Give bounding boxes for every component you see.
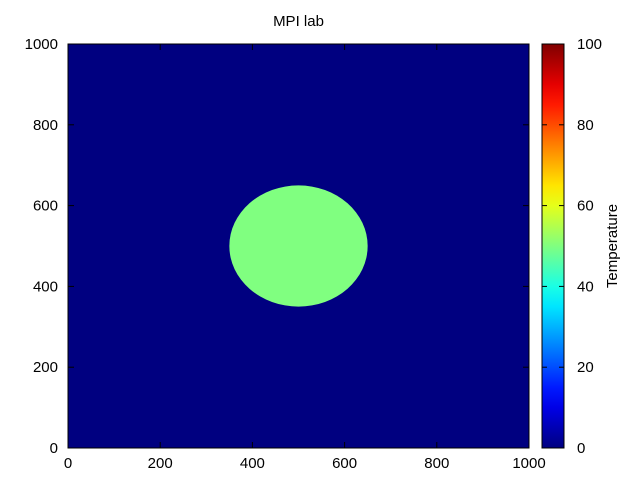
colorbar-tick-label: 20 — [577, 359, 594, 376]
colorbar-label: Temperature — [604, 204, 621, 288]
x-tick-label: 1000 — [512, 455, 545, 472]
colorbar-tick-label: 40 — [577, 278, 594, 295]
y-tick-label: 1000 — [25, 36, 58, 53]
y-tick-label: 200 — [33, 359, 58, 376]
x-tick-label: 600 — [332, 455, 357, 472]
colorbar-tick-label: 100 — [577, 36, 602, 53]
x-tick-label: 0 — [64, 455, 72, 472]
colorbar-tick-label: 60 — [577, 198, 594, 215]
y-tick-label: 0 — [50, 440, 58, 457]
y-tick-label: 600 — [33, 198, 58, 215]
y-axis: 0 200 400 600 800 1000 — [25, 36, 529, 457]
x-tick-label: 800 — [424, 455, 449, 472]
colorbar-tick-label: 0 — [577, 440, 585, 457]
x-tick-label: 400 — [240, 455, 265, 472]
plot-area — [67, 43, 530, 449]
y-tick-label: 400 — [33, 278, 58, 295]
colorbar-tick-label: 80 — [577, 117, 594, 134]
x-tick-label: 200 — [148, 455, 173, 472]
x-axis: 0 200 400 600 800 1000 — [64, 44, 546, 472]
chart-title: MPI lab — [273, 13, 324, 30]
y-tick-label: 800 — [33, 117, 58, 134]
plot-border — [67, 43, 530, 449]
colorbar-bar — [541, 43, 565, 449]
heatmap-hot-region — [229, 185, 368, 307]
colorbar: 0 20 40 60 80 100 — [541, 36, 602, 457]
